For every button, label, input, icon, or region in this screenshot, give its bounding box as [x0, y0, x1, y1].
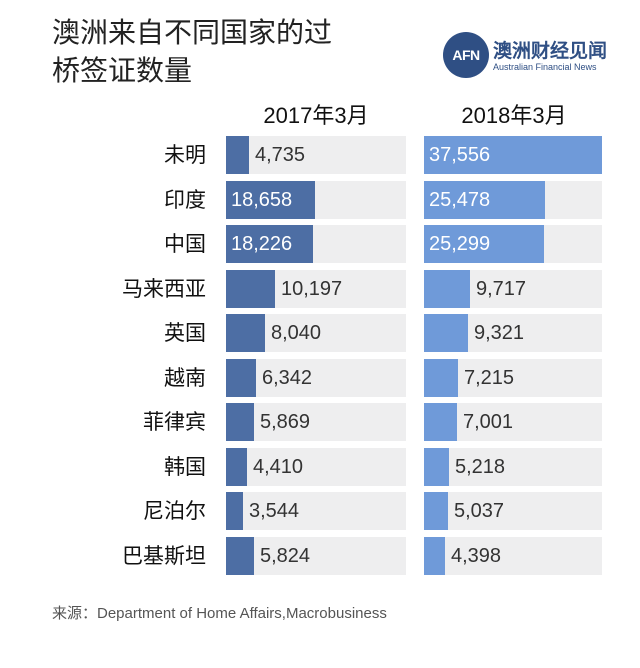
data-label: 4,410: [253, 456, 304, 478]
source-note: 来源：Department of Home Affairs,Macrobusin…: [52, 605, 387, 622]
category-label: 越南: [164, 366, 206, 390]
bar: [226, 492, 243, 530]
data-label: 25,478: [429, 189, 491, 211]
data-label: 4,735: [255, 144, 306, 166]
chart-title: 澳洲来自不同国家的过桥签证数量: [52, 16, 333, 87]
brand: AFN 澳洲财经见闻 Australian Financial News: [443, 32, 623, 80]
bar: [424, 136, 602, 174]
category-label: 尼泊尔: [143, 499, 206, 523]
bar-track: [226, 537, 406, 575]
bar-track: [226, 403, 406, 441]
data-label: 18,226: [231, 233, 293, 255]
series-header-2018: 2018年3月: [461, 103, 567, 128]
data-label: 6,342: [262, 367, 313, 389]
data-label: 5,037: [454, 500, 505, 522]
bar-track: [226, 492, 406, 530]
bar: [424, 225, 544, 263]
category-label: 菲律宾: [143, 410, 206, 434]
category-label: 中国: [164, 232, 206, 256]
bar: [424, 448, 449, 486]
bar-track: [424, 537, 602, 575]
brand-name-cn: 澳洲财经见闻: [493, 40, 608, 62]
bar: [424, 537, 445, 575]
data-label: 9,321: [474, 322, 525, 344]
bar-track: [424, 448, 602, 486]
data-label: 9,717: [476, 278, 527, 300]
data-label: 4,398: [451, 545, 502, 567]
bar: [226, 314, 265, 352]
bar: [226, 225, 313, 263]
bar: [226, 537, 254, 575]
bar: [226, 181, 315, 219]
bar-track: [226, 359, 406, 397]
series-header-2017: 2017年3月: [263, 103, 369, 128]
data-label: 25,299: [429, 233, 491, 255]
data-label: 3,544: [249, 500, 300, 522]
data-label: 5,869: [260, 411, 311, 433]
category-label: 未明: [164, 143, 206, 167]
bar: [226, 270, 275, 308]
category-label: 印度: [164, 188, 206, 212]
bar: [424, 492, 448, 530]
data-label: 8,040: [271, 322, 322, 344]
bar: [226, 448, 247, 486]
bar-track: [226, 136, 406, 174]
bar: [424, 270, 470, 308]
data-label: 5,824: [260, 545, 311, 567]
category-label: 韩国: [164, 455, 206, 479]
bar: [226, 359, 256, 397]
category-label: 马来西亚: [122, 277, 206, 301]
data-label: 10,197: [281, 278, 343, 300]
data-label: 5,218: [455, 456, 506, 478]
bar-track: [226, 448, 406, 486]
bar: [424, 359, 458, 397]
bar: [424, 403, 457, 441]
bar: [226, 403, 254, 441]
afn-logo-icon: AFN: [443, 32, 489, 78]
data-label: 7,215: [464, 367, 515, 389]
data-label: 37,556: [429, 144, 491, 166]
data-label: 7,001: [463, 411, 514, 433]
category-label: 英国: [164, 321, 206, 345]
data-label: 18,658: [231, 189, 293, 211]
bar: [424, 181, 545, 219]
brand-name-en: Australian Financial News: [493, 62, 597, 72]
bar-track: [424, 492, 602, 530]
bar: [424, 314, 468, 352]
bar: [226, 136, 249, 174]
category-label: 巴基斯坦: [122, 544, 206, 568]
